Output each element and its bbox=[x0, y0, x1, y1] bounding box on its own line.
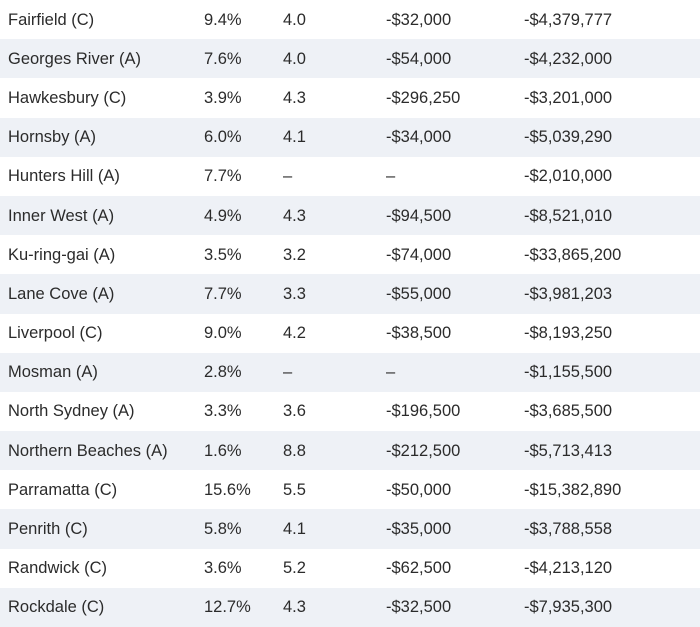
difference-cell: -$34,000 bbox=[386, 128, 452, 147]
table-row: Hawkesbury (C) 3.9% 4.3 -$296,250 -$3,20… bbox=[0, 78, 700, 117]
percent-cell: 6.0% bbox=[204, 128, 242, 147]
total-cell: -$3,201,000 bbox=[524, 88, 613, 107]
table-row: Randwick (C) 3.6% 5.2 -$62,500 -$4,213,1… bbox=[0, 549, 700, 588]
percent-cell: 3.5% bbox=[204, 245, 242, 264]
score-cell: – bbox=[283, 363, 293, 382]
score-cell: 4.2 bbox=[283, 324, 306, 343]
council-name-cell: Hawkesbury (C) bbox=[8, 88, 127, 107]
percent-cell: 7.7% bbox=[204, 167, 242, 186]
table-row: Ku-ring-gai (A) 3.5% 3.2 -$74,000 -$33,8… bbox=[0, 235, 700, 274]
total-cell: -$4,213,120 bbox=[524, 559, 613, 578]
table-row: Rockdale (C) 12.7% 4.3 -$32,500 -$7,935,… bbox=[0, 587, 700, 627]
table-row: Penrith (C) 5.8% 4.1 -$35,000 -$3,788,55… bbox=[0, 509, 700, 549]
percent-cell: 3.6% bbox=[204, 559, 242, 578]
table-row: Mosman (A) 2.8% – – -$1,155,500 bbox=[0, 352, 700, 392]
score-cell: 3.6 bbox=[283, 402, 306, 421]
score-cell: 4.0 bbox=[283, 10, 306, 29]
percent-cell: 9.4% bbox=[204, 10, 242, 29]
difference-cell: -$55,000 bbox=[386, 284, 452, 303]
difference-cell: -$62,500 bbox=[386, 559, 452, 578]
score-cell: 3.3 bbox=[283, 284, 306, 303]
council-name-cell: Mosman (A) bbox=[8, 363, 98, 382]
difference-cell: -$94,500 bbox=[386, 206, 452, 225]
council-name-cell: Hornsby (A) bbox=[8, 128, 97, 147]
total-cell: -$8,193,250 bbox=[524, 324, 613, 343]
percent-cell: 1.6% bbox=[204, 441, 242, 460]
table-row: North Sydney (A) 3.3% 3.6 -$196,500 -$3,… bbox=[0, 392, 700, 431]
total-cell: -$3,788,558 bbox=[524, 520, 613, 539]
difference-cell: -$212,500 bbox=[386, 441, 461, 460]
total-cell: -$3,685,500 bbox=[524, 402, 613, 421]
council-name-cell: Liverpool (C) bbox=[8, 324, 103, 343]
difference-cell: -$32,000 bbox=[386, 10, 452, 29]
score-cell: 5.2 bbox=[283, 559, 306, 578]
table-row: Inner West (A) 4.9% 4.3 -$94,500 -$8,521… bbox=[0, 195, 700, 236]
difference-cell: -$196,500 bbox=[386, 402, 461, 421]
percent-cell: 15.6% bbox=[204, 480, 251, 499]
percent-cell: 3.9% bbox=[204, 88, 242, 107]
difference-cell: – bbox=[386, 363, 396, 382]
total-cell: -$5,039,290 bbox=[524, 128, 613, 147]
total-cell: -$3,981,203 bbox=[524, 284, 613, 303]
council-name-cell: Rockdale (C) bbox=[8, 598, 105, 617]
score-cell: 4.3 bbox=[283, 206, 306, 225]
score-cell: 3.2 bbox=[283, 245, 306, 264]
difference-cell: -$50,000 bbox=[386, 480, 452, 499]
total-cell: -$5,713,413 bbox=[524, 441, 613, 460]
percent-cell: 3.3% bbox=[204, 402, 242, 421]
council-name-cell: Parramatta (C) bbox=[8, 480, 118, 499]
council-name-cell: North Sydney (A) bbox=[8, 402, 135, 421]
table-row: Fairfield (C) 9.4% 4.0 -$32,000 -$4,379,… bbox=[0, 0, 700, 39]
score-cell: 4.3 bbox=[283, 598, 306, 617]
difference-cell: -$38,500 bbox=[386, 324, 452, 343]
total-cell: -$8,521,010 bbox=[524, 206, 613, 225]
total-cell: -$7,935,300 bbox=[524, 598, 613, 617]
score-cell: 5.5 bbox=[283, 480, 306, 499]
council-name-cell: Hunters Hill (A) bbox=[8, 167, 120, 186]
table-row: Lane Cove (A) 7.7% 3.3 -$55,000 -$3,981,… bbox=[0, 274, 700, 314]
difference-cell: – bbox=[386, 167, 396, 186]
score-cell: 4.1 bbox=[283, 520, 306, 539]
percent-cell: 7.6% bbox=[204, 49, 242, 68]
total-cell: -$4,232,000 bbox=[524, 49, 613, 68]
council-name-cell: Randwick (C) bbox=[8, 559, 108, 578]
percent-cell: 12.7% bbox=[204, 598, 251, 617]
council-name-cell: Lane Cove (A) bbox=[8, 284, 115, 303]
total-cell: -$2,010,000 bbox=[524, 167, 613, 186]
council-name-cell: Inner West (A) bbox=[8, 206, 115, 225]
score-cell: 4.1 bbox=[283, 128, 306, 147]
difference-cell: -$296,250 bbox=[386, 88, 461, 107]
percent-cell: 5.8% bbox=[204, 520, 242, 539]
score-cell: – bbox=[283, 167, 293, 186]
percent-cell: 4.9% bbox=[204, 206, 242, 225]
score-cell: 4.0 bbox=[283, 49, 306, 68]
council-name-cell: Fairfield (C) bbox=[8, 10, 95, 29]
percent-cell: 2.8% bbox=[204, 363, 242, 382]
table-row: Northern Beaches (A) 1.6% 8.8 -$212,500 … bbox=[0, 431, 700, 471]
score-cell: 8.8 bbox=[283, 441, 306, 460]
table-row: Hunters Hill (A) 7.7% – – -$2,010,000 bbox=[0, 157, 700, 196]
table-row: Hornsby (A) 6.0% 4.1 -$34,000 -$5,039,29… bbox=[0, 117, 700, 157]
percent-cell: 7.7% bbox=[204, 284, 242, 303]
table-row: Parramatta (C) 15.6% 5.5 -$50,000 -$15,3… bbox=[0, 470, 700, 509]
total-cell: -$4,379,777 bbox=[524, 10, 613, 29]
total-cell: -$15,382,890 bbox=[524, 480, 622, 499]
council-name-cell: Northern Beaches (A) bbox=[8, 441, 168, 460]
score-cell: 4.3 bbox=[283, 88, 306, 107]
difference-cell: -$54,000 bbox=[386, 49, 452, 68]
difference-cell: -$74,000 bbox=[386, 245, 452, 264]
total-cell: -$1,155,500 bbox=[524, 363, 613, 382]
percent-cell: 9.0% bbox=[204, 324, 242, 343]
council-name-cell: Georges River (A) bbox=[8, 49, 141, 68]
council-name-cell: Ku-ring-gai (A) bbox=[8, 245, 116, 264]
council-name-cell: Penrith (C) bbox=[8, 520, 88, 539]
difference-cell: -$35,000 bbox=[386, 520, 452, 539]
table-row: Liverpool (C) 9.0% 4.2 -$38,500 -$8,193,… bbox=[0, 314, 700, 353]
difference-cell: -$32,500 bbox=[386, 598, 452, 617]
total-cell: -$33,865,200 bbox=[524, 245, 622, 264]
table-row: Georges River (A) 7.6% 4.0 -$54,000 -$4,… bbox=[0, 39, 700, 79]
